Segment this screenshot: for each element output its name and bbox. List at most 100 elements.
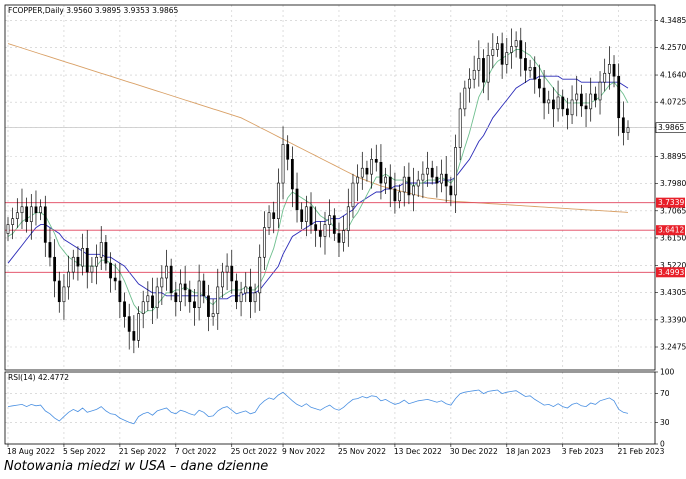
candle [34,190,38,226]
candle [253,283,257,313]
candle [528,59,532,78]
candle-body [29,206,33,222]
candle [482,49,485,94]
candle-body [104,242,108,264]
candle-body [67,271,71,288]
candle [202,273,206,304]
candle-body [388,176,392,190]
candle-body [472,69,476,80]
candle [626,120,630,141]
candle-body [356,176,360,184]
candle-body [593,93,597,101]
candle [62,274,66,320]
candle-body [337,233,341,243]
candle-body [155,286,159,308]
time-tick-label: 13 Dec 2022 [394,447,442,456]
candle-body [295,188,299,211]
candle [118,262,122,319]
candle [370,148,374,189]
candle-body [267,212,271,228]
price-tick-label: 3.6150 [660,233,686,242]
candle [211,299,215,326]
price-tick-label: 3.8895 [660,152,686,161]
time-tick-label: 25 Nov 2022 [338,447,386,456]
price-tick-label: 4.3485 [660,16,686,25]
candle-body [491,49,495,56]
candle [323,211,327,255]
candle-body [514,40,518,47]
candle-body [598,81,602,101]
candle-body [323,224,327,237]
candle-body [528,67,532,71]
candle-body [20,206,24,214]
candle [151,277,154,325]
candle-body [552,99,555,110]
candle-body [533,67,537,80]
candle [360,151,364,190]
candle [449,176,453,206]
candle-body [48,242,52,258]
candle [351,173,355,218]
candle [85,230,89,289]
candle-body [482,58,485,83]
candle [262,211,266,270]
candle [337,222,341,257]
candle [155,277,159,319]
price-tick-label: 3.2475 [660,343,686,352]
candle [11,207,15,240]
candle [309,192,313,234]
candle [95,244,98,285]
ma-slow-line [7,43,629,213]
candle-body [444,173,448,187]
candle [20,188,24,230]
candle [230,249,234,294]
candle-body [393,188,397,202]
candle [593,86,597,108]
candle [510,28,513,69]
candle-body [570,99,574,116]
candle [160,265,164,306]
time-tick-label: 21 Feb 2023 [618,447,665,456]
candle-body [398,191,401,202]
candle [524,42,527,84]
candle-body [202,280,206,297]
candle-body [538,78,541,89]
candle-body [197,280,201,308]
candle [496,36,499,57]
rsi-tick-label: 100 [660,368,675,377]
candle-body [258,256,262,294]
candle [57,271,61,313]
candle [463,80,467,117]
candle [342,215,346,252]
price-tick-label: 4.2570 [660,43,686,52]
candle-body [146,295,150,303]
candle-body [314,224,318,231]
candle-body [542,87,546,104]
candle [612,55,616,88]
last-price-label: 3.9865 [658,123,684,132]
candle [570,85,574,124]
candle-body [99,242,103,258]
candle-body [118,280,122,303]
candle-body [179,283,182,303]
candle-body [193,301,196,308]
candle-body [579,93,583,107]
candle-body [272,212,276,219]
level-badge [656,267,685,278]
candle-body [589,93,593,110]
candle-body [505,52,509,65]
candle-body [216,286,220,314]
candle [193,288,196,326]
price-tick-label: 4.1640 [660,71,686,80]
candle [258,244,262,311]
candle-body [109,262,112,279]
candle-body [239,292,243,303]
candle-body [421,173,425,181]
candle-body [221,271,224,288]
candle-body [500,43,504,65]
candle-body [230,265,234,282]
candle [318,221,322,248]
candle [216,268,220,330]
rsi-panel [5,389,655,425]
candle-body [225,265,229,273]
